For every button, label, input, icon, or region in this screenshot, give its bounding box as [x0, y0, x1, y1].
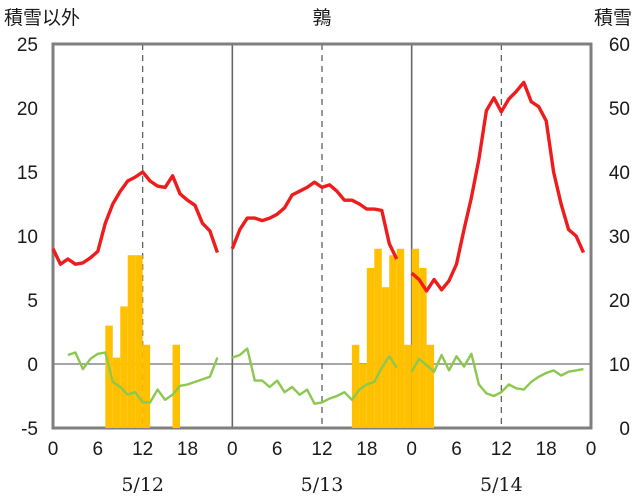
x-tick-label: 6	[272, 439, 283, 460]
temperature-lines	[51, 80, 586, 405]
date-label: 5/13	[301, 474, 344, 496]
right-tick-label: 30	[609, 227, 630, 248]
right-axis-label: 積雪	[594, 7, 632, 29]
right-tick-label: 40	[609, 163, 630, 184]
snow-bar-12	[381, 287, 390, 428]
snow-bar-16	[411, 248, 420, 428]
snow-bar-14	[396, 248, 405, 428]
snow-bar-13	[389, 255, 397, 428]
snow-bar-3	[120, 306, 128, 428]
right-tick-label: 0	[619, 419, 630, 440]
x-tick-label: 18	[177, 439, 198, 460]
x-tick-label: 6	[93, 439, 104, 460]
snow-bar-1	[105, 325, 113, 428]
left-tick-label: 0	[27, 355, 38, 376]
left-tick-label: -5	[21, 419, 38, 440]
x-tick-label: 0	[48, 439, 59, 460]
snow-bar-6	[142, 344, 151, 428]
right-tick-label: 60	[609, 35, 630, 56]
snow-bar-7	[172, 344, 181, 428]
x-tick-label: 12	[491, 439, 512, 460]
series-2-segment-3	[410, 352, 584, 398]
snow-bar-5	[135, 255, 143, 428]
series-1-segment-2	[230, 180, 399, 260]
plot-border	[51, 42, 593, 430]
snow-bars	[105, 248, 435, 428]
snow-bar-9	[359, 364, 367, 428]
right-tick-label: 10	[609, 355, 630, 376]
snow-bar-15	[404, 344, 412, 428]
snow-bar-2	[112, 357, 121, 428]
x-tick-label: 12	[132, 439, 153, 460]
left-tick-label: 25	[17, 35, 38, 56]
left-tick-label: 15	[17, 163, 38, 184]
chart-title: 鶉	[312, 7, 331, 29]
date-label: 5/14	[480, 474, 523, 496]
plot-frame	[51, 42, 593, 430]
left-tick-label: 10	[17, 227, 38, 248]
date-label: 5/12	[121, 474, 164, 496]
x-tick-label: 18	[356, 439, 377, 460]
left-tick-label: 5	[27, 291, 38, 312]
left-tick-label: 20	[17, 99, 38, 120]
snow-bar-8	[351, 344, 360, 428]
snow-bar-18	[426, 344, 435, 428]
right-tick-label: 20	[609, 291, 630, 312]
x-tick-label: 18	[536, 439, 557, 460]
series-2-segment-1	[67, 351, 219, 404]
snow-bar-17	[419, 268, 427, 428]
x-tick-label: 0	[227, 439, 238, 460]
x-tick-label: 0	[586, 439, 597, 460]
snow-bar-11	[374, 248, 382, 428]
snow-bar-4	[127, 255, 136, 428]
right-tick-label: 50	[609, 99, 630, 120]
series-1-segment-3	[410, 80, 586, 293]
snow-bar-10	[366, 268, 375, 428]
series-1-segment-1	[51, 170, 220, 266]
x-tick-label: 6	[451, 439, 462, 460]
left-axis-label: 積雪以外	[4, 7, 80, 29]
x-tick-label: 12	[311, 439, 332, 460]
series-2-segment-2	[231, 347, 398, 405]
x-tick-label: 0	[406, 439, 417, 460]
